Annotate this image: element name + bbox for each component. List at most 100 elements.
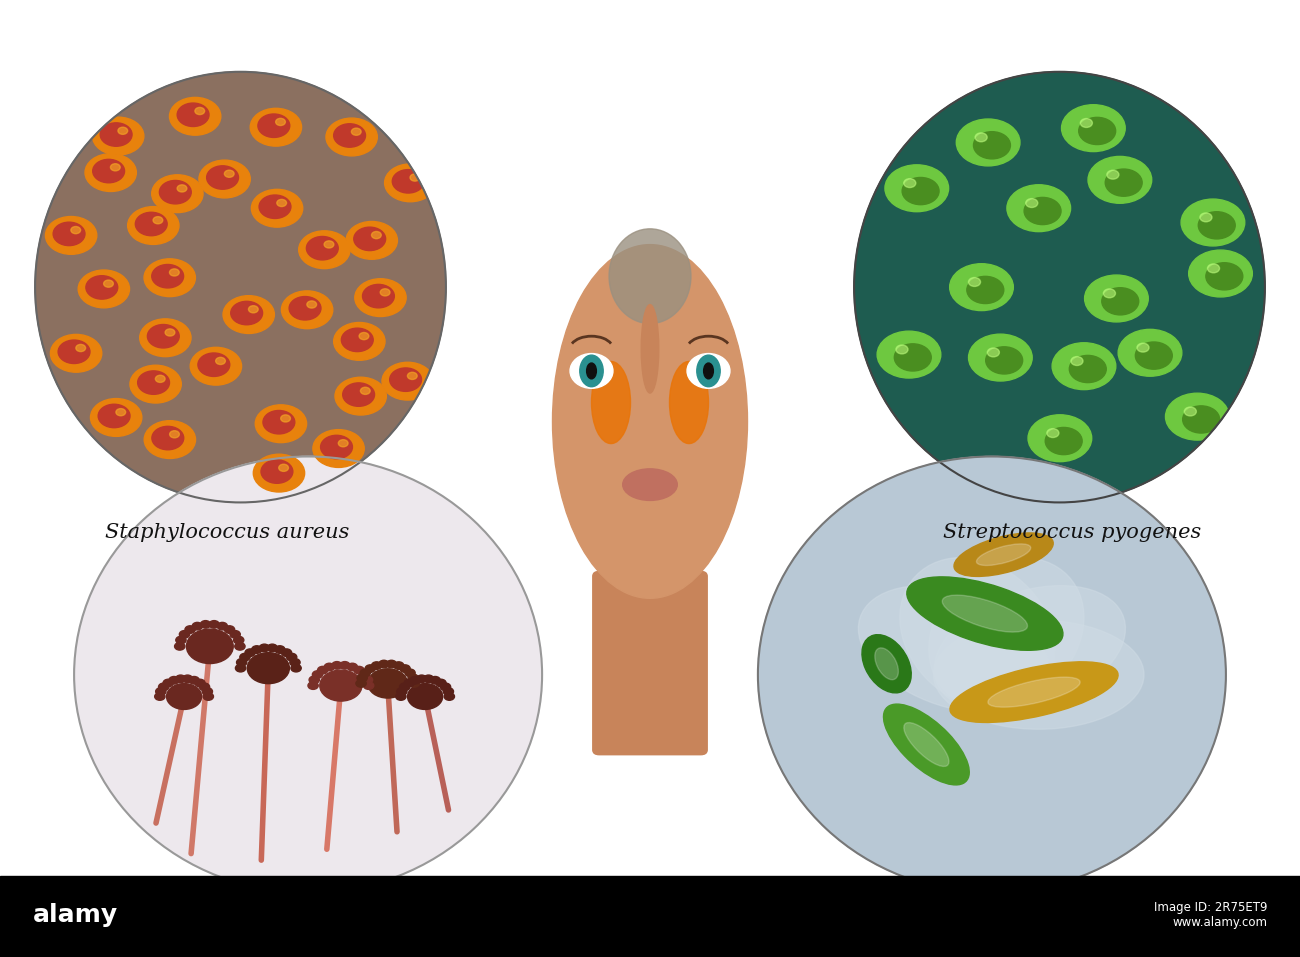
Ellipse shape (324, 241, 334, 248)
Ellipse shape (186, 629, 233, 663)
Ellipse shape (424, 675, 434, 682)
Ellipse shape (436, 679, 446, 687)
Ellipse shape (393, 169, 424, 193)
Ellipse shape (225, 170, 234, 177)
Ellipse shape (608, 229, 692, 323)
Ellipse shape (1104, 289, 1115, 298)
Ellipse shape (894, 344, 931, 371)
Ellipse shape (854, 72, 1265, 502)
Ellipse shape (247, 653, 290, 683)
Ellipse shape (35, 72, 446, 502)
Ellipse shape (400, 665, 411, 673)
Ellipse shape (203, 693, 213, 701)
Ellipse shape (217, 622, 228, 630)
Ellipse shape (903, 179, 915, 188)
Ellipse shape (144, 258, 195, 297)
Ellipse shape (51, 334, 101, 372)
Ellipse shape (410, 679, 420, 687)
Ellipse shape (72, 227, 81, 234)
Ellipse shape (195, 107, 204, 115)
Ellipse shape (235, 664, 246, 672)
Ellipse shape (360, 669, 370, 677)
Ellipse shape (858, 586, 1049, 712)
Ellipse shape (900, 558, 1056, 709)
Ellipse shape (967, 277, 1004, 303)
Ellipse shape (441, 683, 451, 691)
Ellipse shape (1026, 199, 1037, 208)
Ellipse shape (308, 681, 318, 689)
Ellipse shape (1079, 118, 1115, 145)
Ellipse shape (359, 332, 369, 340)
Ellipse shape (1183, 406, 1219, 434)
Ellipse shape (274, 646, 285, 654)
Ellipse shape (368, 669, 408, 698)
Ellipse shape (152, 175, 203, 212)
Ellipse shape (100, 122, 133, 146)
Ellipse shape (313, 430, 364, 467)
Ellipse shape (144, 421, 195, 458)
Ellipse shape (291, 664, 302, 672)
Ellipse shape (174, 642, 185, 650)
Ellipse shape (1024, 197, 1061, 225)
Ellipse shape (78, 270, 130, 308)
Ellipse shape (399, 683, 410, 691)
Ellipse shape (942, 595, 1027, 632)
Ellipse shape (251, 189, 303, 227)
Ellipse shape (1184, 407, 1196, 416)
Ellipse shape (1071, 357, 1083, 366)
Ellipse shape (244, 649, 255, 657)
Ellipse shape (363, 284, 394, 308)
Ellipse shape (974, 132, 1010, 159)
Ellipse shape (324, 663, 334, 671)
Ellipse shape (176, 675, 186, 682)
Ellipse shape (179, 631, 190, 638)
Ellipse shape (410, 174, 420, 181)
Ellipse shape (237, 658, 247, 666)
Ellipse shape (254, 455, 304, 492)
Ellipse shape (359, 671, 369, 679)
Ellipse shape (758, 456, 1226, 893)
Ellipse shape (1106, 170, 1119, 179)
Ellipse shape (670, 362, 708, 443)
Ellipse shape (623, 469, 677, 501)
Ellipse shape (317, 666, 328, 674)
Ellipse shape (162, 679, 173, 687)
Ellipse shape (372, 232, 381, 238)
Ellipse shape (263, 411, 295, 434)
Ellipse shape (1028, 414, 1092, 461)
Ellipse shape (335, 377, 386, 415)
Ellipse shape (1008, 185, 1071, 232)
Ellipse shape (896, 345, 907, 354)
Ellipse shape (74, 456, 542, 893)
Ellipse shape (339, 661, 350, 669)
Ellipse shape (155, 693, 165, 701)
Ellipse shape (580, 355, 603, 387)
Ellipse shape (259, 195, 291, 218)
Text: Staphylococcus aureus: Staphylococcus aureus (105, 523, 350, 543)
Ellipse shape (586, 363, 597, 379)
FancyBboxPatch shape (0, 876, 1300, 957)
Ellipse shape (277, 199, 286, 207)
Ellipse shape (58, 340, 90, 364)
Ellipse shape (130, 366, 181, 403)
Ellipse shape (198, 353, 230, 376)
Ellipse shape (933, 620, 1144, 729)
Ellipse shape (355, 278, 406, 317)
Text: Pseudomonas aeruginosa: Pseudomonas aeruginosa (883, 914, 1153, 933)
Ellipse shape (259, 644, 269, 652)
Ellipse shape (177, 103, 209, 126)
Ellipse shape (192, 622, 203, 630)
Ellipse shape (385, 164, 436, 202)
Ellipse shape (1045, 428, 1082, 455)
Ellipse shape (266, 644, 277, 652)
Ellipse shape (758, 456, 1226, 893)
Ellipse shape (380, 289, 390, 296)
Ellipse shape (347, 663, 358, 671)
Ellipse shape (885, 165, 949, 211)
Ellipse shape (410, 677, 420, 684)
Ellipse shape (225, 626, 235, 634)
Ellipse shape (216, 357, 225, 365)
Ellipse shape (1052, 343, 1115, 389)
Ellipse shape (74, 456, 542, 893)
Ellipse shape (75, 345, 86, 351)
